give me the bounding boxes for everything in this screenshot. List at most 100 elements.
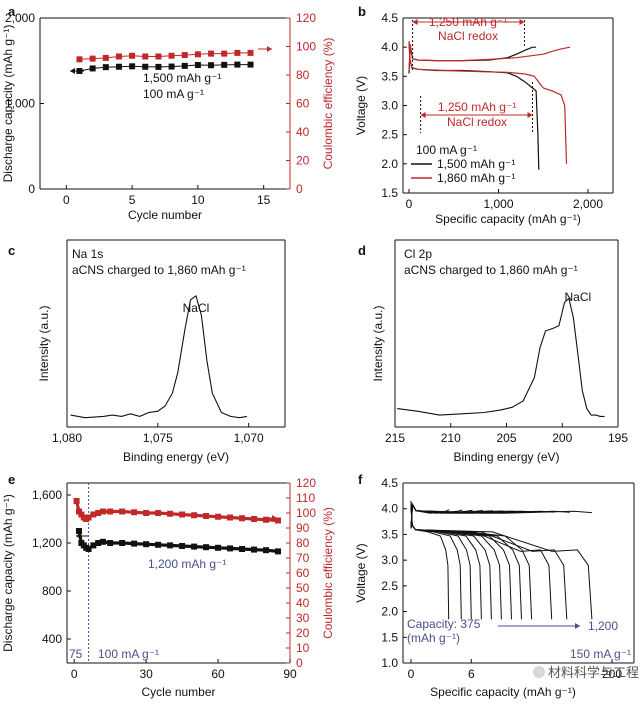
data-point <box>155 63 162 70</box>
panel-b: 0 1,000 2,000 1.5 2.0 2.5 3.0 3.5 4.0 4.5 Specific… <box>354 11 614 226</box>
y-tick-label: 2.0 <box>381 605 398 619</box>
discharge-curve-4 <box>410 503 492 620</box>
x-axis-label: Specific capacity (mAh g⁻¹) <box>435 212 581 226</box>
panel-label-a: a <box>8 4 16 19</box>
y2-tick-label: 50 <box>296 581 310 595</box>
y-tick-label: 1.5 <box>381 186 398 200</box>
y2-tick-label: 100 <box>296 506 316 520</box>
y-tick-label: 1.5 <box>381 630 398 644</box>
na1s-spectrum <box>70 294 247 419</box>
y-tick-label: 0 <box>28 182 35 196</box>
panel-f: 0 6 200 1.0 1.5 2.0 2.5 3.0 3.5 4.0 4.5 Specific ca… <box>354 476 639 699</box>
y-axis-label: Intensity (a.u.) <box>371 305 385 381</box>
x-tick-label: 205 <box>496 431 516 445</box>
series-band-0 <box>77 530 279 553</box>
y-axis-label: Intensity (a.u.) <box>37 305 51 381</box>
y-tick-label: 3.5 <box>381 527 398 541</box>
efficiency-axis-arrow-head <box>272 515 277 521</box>
annotation-initial-rate: 75 <box>69 647 83 661</box>
annotation-rate: 100 mA g⁻¹ <box>98 647 159 661</box>
charge-curve-0 <box>410 502 450 529</box>
data-point <box>221 61 228 68</box>
efficiency-axis-arrow-head <box>267 46 272 52</box>
x-tick-label: 90 <box>283 667 297 681</box>
y2-tick-label: 0 <box>296 182 303 196</box>
y2-tick-label: 0 <box>296 656 303 670</box>
x-tick-label: 0 <box>408 667 415 681</box>
spectrum-subtitle: aCNS charged to 1,860 mAh g⁻¹ <box>404 263 578 277</box>
data-point <box>89 55 96 62</box>
y2-tick-label: 20 <box>296 626 310 640</box>
y2-tick-label: 110 <box>296 491 315 505</box>
annotation-capacity-unit: (mAh g⁻¹) <box>407 631 460 645</box>
y-tick-label: 4.5 <box>381 11 398 25</box>
discharge-curve-11 <box>410 506 593 620</box>
discharge-curve-2 <box>410 501 472 620</box>
x-tick-label: 195 <box>608 431 628 445</box>
x-axis-label: Cycle number <box>128 208 202 222</box>
capacity-axis-arrow-head <box>70 68 75 74</box>
voltage-curve-1-0 <box>408 44 571 71</box>
data-point <box>155 53 162 60</box>
x-tick-label: 30 <box>139 667 153 681</box>
y-axis-label: Voltage (V) <box>354 543 368 602</box>
y-tick-label: 1,200 <box>32 536 62 550</box>
x-axis-label: Cycle number <box>141 685 215 699</box>
y-tick-label: 3.0 <box>381 99 398 113</box>
y-tick-label: 1.0 <box>381 656 398 670</box>
legend-entry-1: 1,860 mAh g⁻¹ <box>437 171 515 185</box>
data-point <box>115 63 122 70</box>
voltage-curve-1-1 <box>408 41 568 164</box>
x-axis-label: Binding energy (eV) <box>453 450 559 464</box>
y-tick-label: 2.5 <box>381 128 398 142</box>
y2-axis-label: Coulombic efficiency (%) <box>321 507 335 639</box>
x-tick-label: 10 <box>191 193 205 207</box>
annotation-capacity-end: 1,200 <box>588 619 618 633</box>
y2-tick-label: 80 <box>296 68 310 82</box>
data-point <box>208 62 215 69</box>
y-tick-label: 3.5 <box>381 69 398 83</box>
data-point <box>115 53 122 60</box>
x-tick-label: 15 <box>257 193 271 207</box>
panel-label-f: f <box>358 472 363 487</box>
y2-tick-label: 40 <box>296 596 310 610</box>
data-point <box>234 49 241 56</box>
spectrum-title: Na 1s <box>72 247 103 261</box>
x-tick-label: 1,080 <box>52 431 82 445</box>
panel-c: 1,080 1,075 1,070 Binding energy (eV) Intens… <box>37 239 286 464</box>
arrowhead <box>420 112 426 118</box>
charge-curve-7 <box>410 502 524 529</box>
x-tick-label: 215 <box>385 431 405 445</box>
panel-label-b: b <box>358 4 366 19</box>
panel-label-e: e <box>8 472 15 487</box>
x-tick-label: 0 <box>406 197 413 211</box>
y-tick-label: 2,000 <box>5 11 35 25</box>
capacity-axis-arrow-head <box>76 533 81 539</box>
y-tick-label: 400 <box>42 632 62 646</box>
x-tick-label: 200 <box>602 667 622 681</box>
x-tick-label: 1,070 <box>234 431 264 445</box>
series-band-1 <box>75 500 279 523</box>
data-point <box>142 53 149 60</box>
annotation-redox-capacity-lower: 1,250 mAh g⁻¹ <box>438 100 516 114</box>
x-axis-label: Binding energy (eV) <box>123 450 229 464</box>
discharge-curve-1 <box>410 501 462 620</box>
discharge-curve-5 <box>410 503 502 620</box>
charge-curve-10 <box>410 502 570 529</box>
data-point <box>168 63 175 70</box>
charge-curve-6 <box>410 502 514 529</box>
data-point <box>142 63 149 70</box>
data-point <box>168 52 175 59</box>
discharge-curve-7 <box>410 504 522 620</box>
annotation-rate: 100 mA g⁻¹ <box>143 87 204 101</box>
y2-tick-label: 120 <box>296 11 316 25</box>
charge-curve-11 <box>410 502 592 529</box>
charge-curve-1 <box>410 502 463 529</box>
y-axis-label: Discharge capacity (mAh g⁻¹) <box>1 494 15 652</box>
y2-tick-label: 70 <box>296 551 310 565</box>
data-point <box>76 56 83 63</box>
data-point <box>102 64 109 71</box>
data-point <box>234 61 241 68</box>
panel-a: 0 5 10 15 0 1,000 2,000 0 20 40 60 80 100 120 Cycle nu… <box>1 11 335 222</box>
